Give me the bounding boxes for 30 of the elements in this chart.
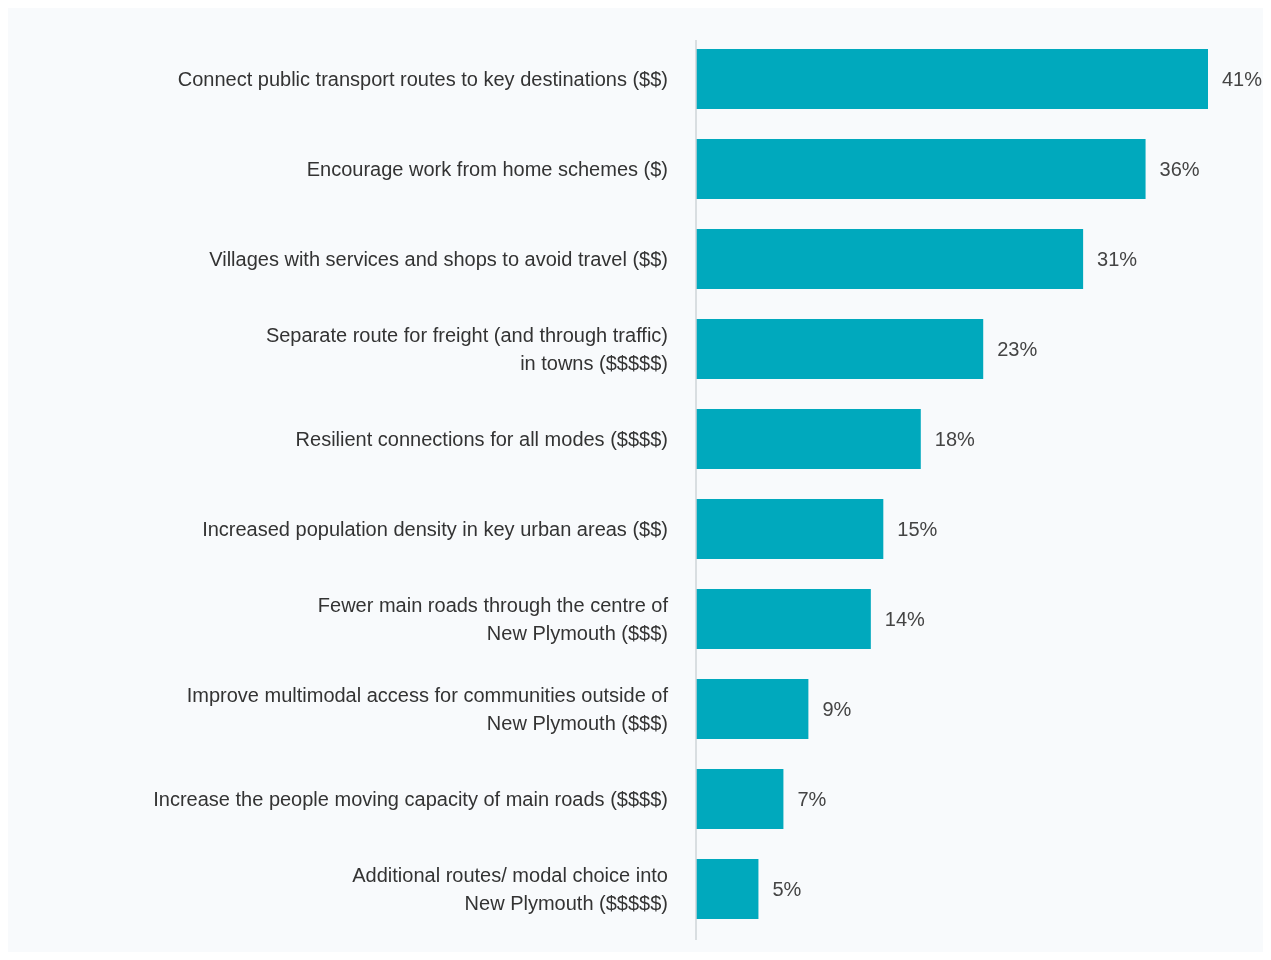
data-label: 36% bbox=[1159, 158, 1200, 180]
bar bbox=[696, 589, 871, 649]
bar bbox=[696, 499, 884, 559]
data-label: 7% bbox=[797, 788, 827, 810]
y-tick-label: Increase the people moving capacity of main roads ($$$$) bbox=[153, 788, 668, 810]
data-label: 31% bbox=[1097, 248, 1138, 270]
bar bbox=[696, 49, 1208, 109]
data-label: 18% bbox=[934, 428, 976, 450]
bar bbox=[696, 859, 759, 919]
data-label: 5% bbox=[772, 878, 802, 900]
bar bbox=[696, 319, 984, 379]
bar bbox=[696, 769, 784, 829]
data-label: 14% bbox=[884, 608, 926, 630]
data-label: 15% bbox=[897, 518, 938, 540]
y-tick-label: Villages with services and shops to avoid travel ($$) bbox=[209, 248, 668, 270]
data-label: 23% bbox=[997, 338, 1038, 360]
bar bbox=[696, 229, 1084, 289]
y-tick-label: Additional routes/ modal choice into New Plymouth ($$$$$) bbox=[352, 864, 668, 914]
y-tick-label: Connect public transport routes to key destinations ($$) bbox=[177, 68, 668, 90]
y-tick-label: Increased population density in key urban areas ($$) bbox=[202, 518, 668, 540]
y-tick-label: Resilient connections for all modes ($$$$) bbox=[295, 428, 668, 450]
bar bbox=[696, 139, 1146, 199]
bar bbox=[696, 679, 809, 739]
y-tick-label: Separate route for freight (and through traffic) in towns ($$$$$) bbox=[265, 324, 668, 374]
y-tick-label: Encourage work from home schemes ($) bbox=[306, 158, 668, 180]
y-tick-label: Improve multimodal access for communities outside of New Plymouth ($$$) bbox=[186, 684, 669, 734]
bar bbox=[696, 409, 921, 469]
data-label: 41% bbox=[1222, 68, 1263, 90]
y-tick-label: Fewer main roads through the centre of New Plymouth ($$$) bbox=[317, 594, 669, 644]
data-label: 9% bbox=[822, 698, 852, 720]
